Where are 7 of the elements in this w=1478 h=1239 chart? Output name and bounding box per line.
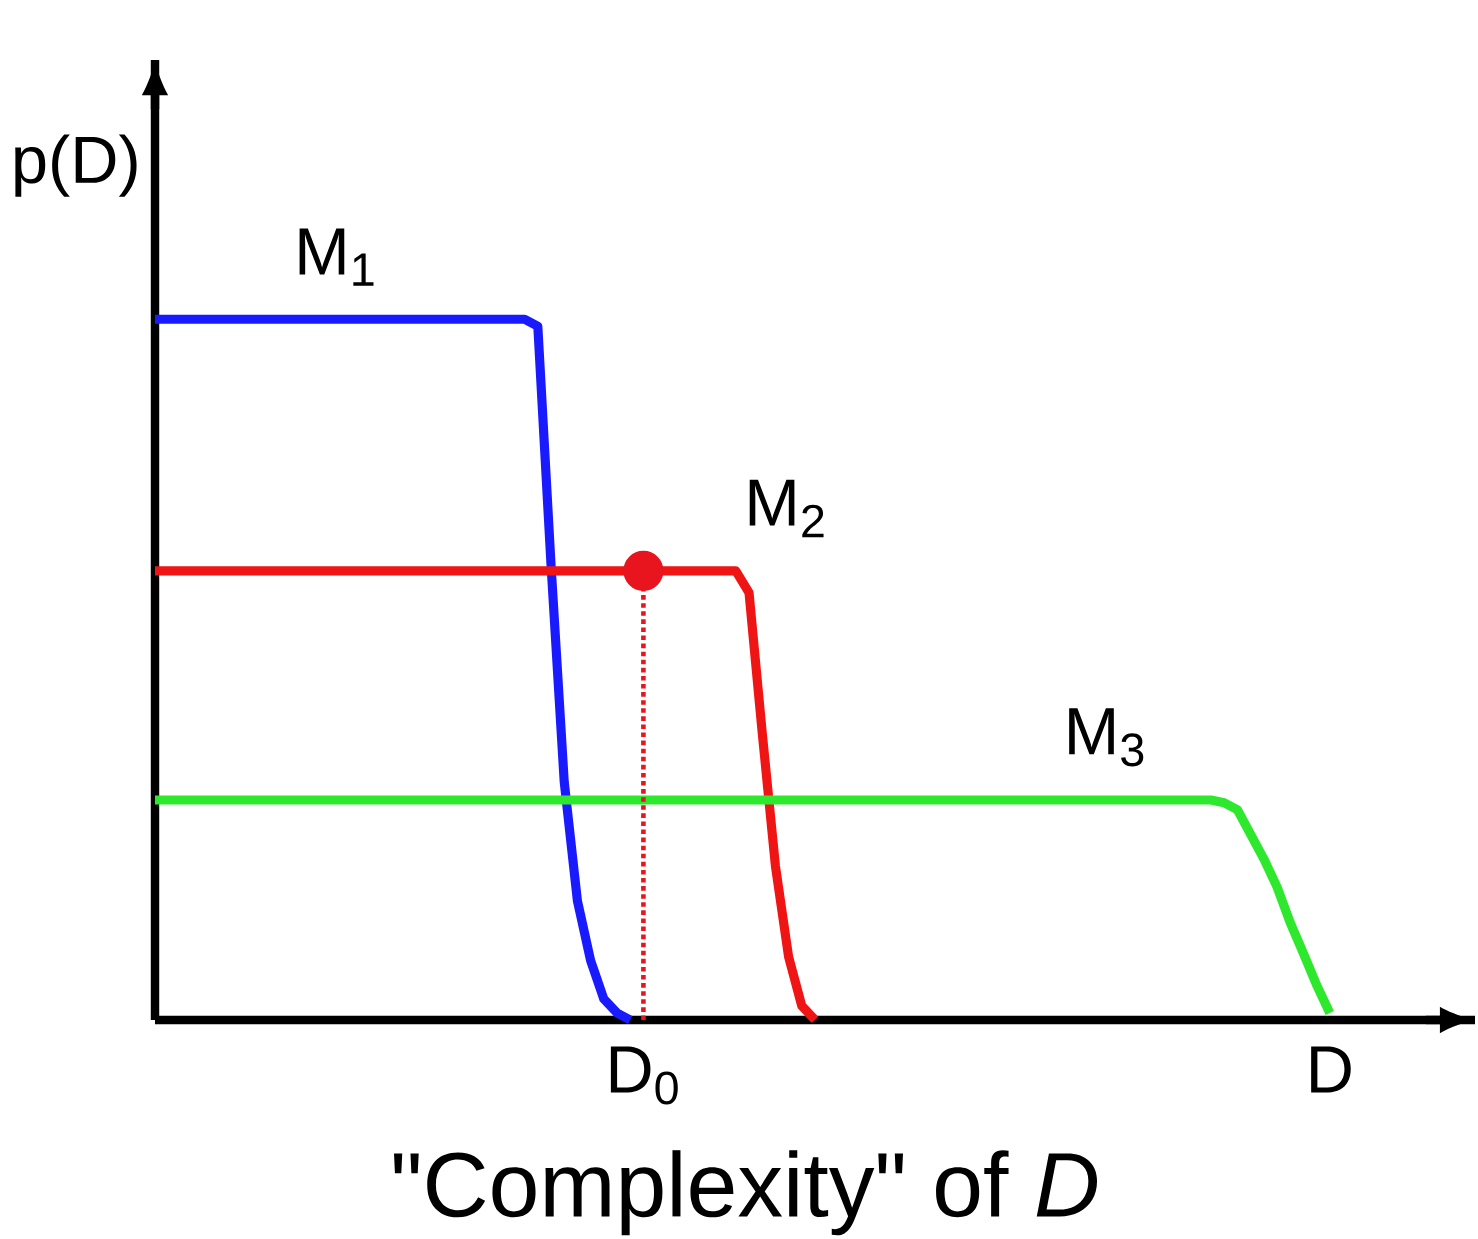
series-label: M$_{1}$ [299,228,374,286]
y-axis-title: p(D) [15,134,137,197]
series-label: M$_{3}$ [1069,708,1144,767]
x-axis-title: "Complexity" of D [394,1150,1098,1236]
x-tick-label: D [1311,1046,1351,1093]
series-label: M$_{2}$ [749,479,824,538]
x-tick-label: D$_{0}$ [610,1046,678,1105]
